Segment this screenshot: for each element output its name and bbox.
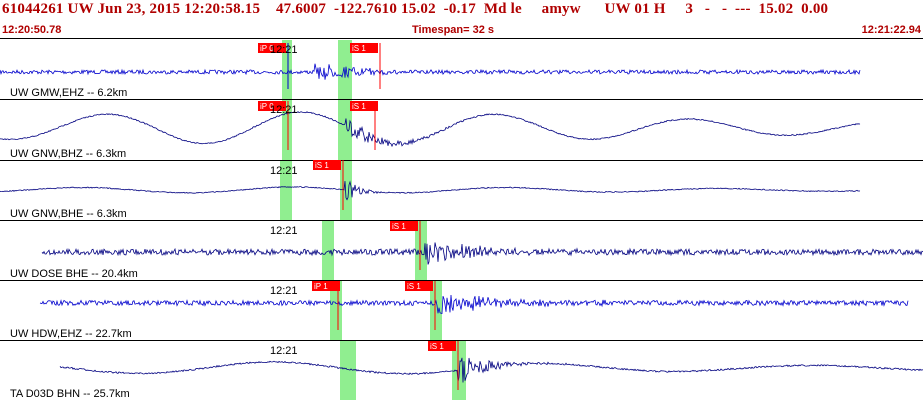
time-tick: 12:21 bbox=[270, 165, 298, 177]
waveform bbox=[0, 63, 861, 80]
station-label: UW GMW,EHZ -- 6.2km bbox=[10, 87, 127, 99]
pick-label: iS 1 bbox=[392, 222, 406, 231]
pick-flag[interactable] bbox=[313, 160, 341, 170]
time-tick: 12:21 bbox=[270, 285, 298, 297]
waveform bbox=[0, 111, 861, 148]
trace-panel[interactable]: iS 1 12:21 UW DOSE BHE -- 20.4km bbox=[0, 221, 923, 281]
station-label: UW GNW,BHE -- 6.3km bbox=[10, 208, 127, 220]
pick-flag[interactable] bbox=[350, 43, 378, 53]
pick-flag[interactable] bbox=[258, 101, 286, 111]
pick-flag[interactable] bbox=[428, 341, 456, 351]
pick-window bbox=[452, 341, 466, 400]
trace-panel[interactable]: iS 1 12:21 TA D03D BHN -- 25.7km bbox=[0, 341, 923, 400]
pick-label: iS 1 bbox=[352, 44, 366, 53]
pick-window bbox=[430, 281, 442, 340]
pick-flag[interactable] bbox=[405, 281, 433, 291]
pick-label: iS 1 bbox=[430, 342, 444, 351]
time-tick: 12:21 bbox=[270, 345, 298, 357]
time-bar: 12:20:50.78 Timespan= 32 s 12:21:22.94 bbox=[0, 24, 923, 38]
event-summary-title: 61044261 UW Jun 23, 2015 12:20:58.15 47.… bbox=[2, 1, 829, 17]
pick-label: iS 1 bbox=[407, 282, 421, 291]
trace-panel[interactable]: iS 1 12:21 UW GNW,BHE -- 6.3km bbox=[0, 160, 923, 221]
pick-label: iS 1 bbox=[352, 102, 366, 111]
trace-panel[interactable]: iP 0 iS 1 12:21 UW GNW,BHZ -- 6.3km bbox=[0, 100, 923, 161]
waveform bbox=[59, 357, 923, 383]
pick-flag[interactable] bbox=[350, 101, 378, 111]
station-label: TA D03D BHN -- 25.7km bbox=[10, 388, 130, 400]
pick-window bbox=[282, 100, 292, 160]
station-label: UW HDW,EHZ -- 22.7km bbox=[10, 328, 132, 340]
pick-window bbox=[322, 221, 334, 280]
pick-label: iS 1 bbox=[315, 161, 329, 170]
pick-flag[interactable] bbox=[390, 221, 418, 231]
time-tick: 12:21 bbox=[270, 104, 298, 116]
trace-panel[interactable]: iP 1 iS 1 12:21 UW HDW,EHZ -- 22.7km bbox=[0, 281, 923, 341]
header-divider bbox=[0, 38, 923, 39]
waveform bbox=[0, 180, 861, 201]
pick-label: iP 0 bbox=[260, 102, 274, 111]
pick-window bbox=[340, 341, 356, 400]
pick-flag[interactable] bbox=[312, 281, 340, 291]
pick-window bbox=[330, 281, 342, 340]
pick-window bbox=[282, 40, 292, 99]
station-label: UW GNW,BHZ -- 6.3km bbox=[10, 148, 126, 160]
pick-window bbox=[340, 161, 352, 220]
trace-panel[interactable]: iP 0 iS 1 12:21 UW GMW,EHZ -- 6.2km bbox=[0, 40, 923, 100]
event-header: 61044261 UW Jun 23, 2015 12:20:58.15 47.… bbox=[0, 0, 923, 24]
time-tick: 12:21 bbox=[270, 225, 298, 237]
time-tick: 12:21 bbox=[270, 44, 298, 56]
waveform bbox=[41, 242, 923, 265]
pick-flag[interactable] bbox=[258, 43, 286, 53]
timespan-label: Timespan= 32 s bbox=[412, 24, 495, 36]
pick-window bbox=[280, 161, 292, 220]
waveform bbox=[39, 294, 909, 314]
pick-window bbox=[338, 100, 352, 160]
pick-label: iP 0 bbox=[260, 44, 274, 53]
start-time: 12:20:50.78 bbox=[2, 24, 62, 36]
pick-window bbox=[338, 40, 352, 99]
end-time: 12:21:22.94 bbox=[861, 24, 921, 36]
station-label: UW DOSE BHE -- 20.4km bbox=[10, 268, 138, 280]
pick-label: iP 1 bbox=[314, 282, 328, 291]
